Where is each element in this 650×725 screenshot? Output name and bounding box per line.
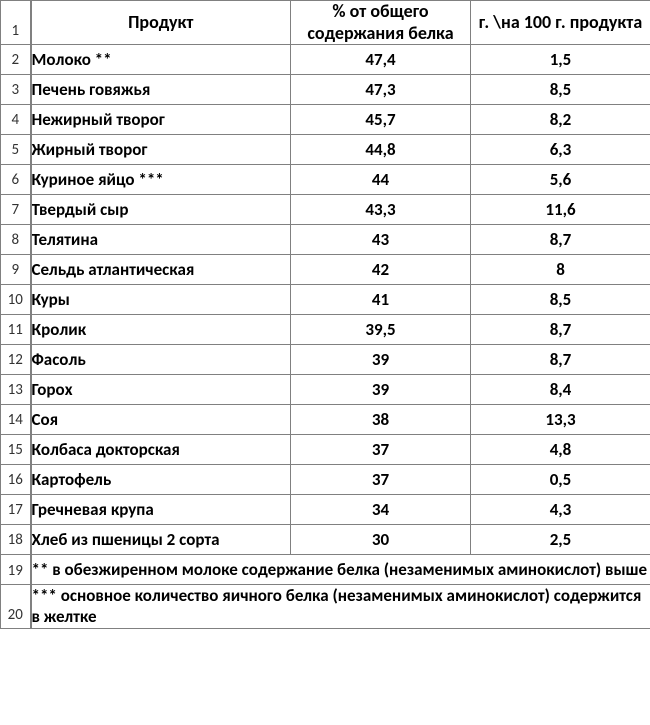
product-cell: Хлеб из пшеницы 2 сорта [31,525,291,555]
product-cell: Телятина [31,225,291,255]
row-number: 13 [1,375,31,405]
percent-cell: 42 [291,255,471,285]
table-row: 7 Твердый сыр 43,3 11,6 [1,195,650,225]
percent-cell: 37 [291,465,471,495]
grams-cell: 5,6 [471,165,650,195]
table-row: 17 Гречневая крупа 34 4,3 [1,495,650,525]
product-cell: Твердый сыр [31,195,291,225]
grams-cell: 8 [471,255,650,285]
row-number: 7 [1,195,31,225]
percent-cell: 44,8 [291,135,471,165]
product-cell: Куры [31,285,291,315]
table-row: 16 Картофель 37 0,5 [1,465,650,495]
table-row: 3 Печень говяжья 47,3 8,5 [1,75,650,105]
product-cell: Нежирный творог [31,105,291,135]
product-cell: Молоко ** [31,45,291,75]
percent-cell: 43,3 [291,195,471,225]
grams-cell: 8,7 [471,345,650,375]
percent-cell: 43 [291,225,471,255]
percent-cell: 38 [291,405,471,435]
row-number: 15 [1,435,31,465]
grams-cell: 13,3 [471,405,650,435]
row-number: 1 [1,1,31,45]
row-number: 14 [1,405,31,435]
product-cell: Колбаса докторская [31,435,291,465]
row-number: 19 [1,555,31,585]
percent-cell: 39,5 [291,315,471,345]
product-cell: Фасоль [31,345,291,375]
table-row: 14 Соя 38 13,3 [1,405,650,435]
table-row: 12 Фасоль 39 8,7 [1,345,650,375]
grams-cell: 1,5 [471,45,650,75]
percent-cell: 37 [291,435,471,465]
footnote-cell: ** в обезжиренном молоке содержание белк… [31,555,650,585]
row-number: 3 [1,75,31,105]
grams-cell: 4,8 [471,435,650,465]
percent-cell: 34 [291,495,471,525]
percent-cell: 47,3 [291,75,471,105]
row-number: 17 [1,495,31,525]
row-number: 12 [1,345,31,375]
grams-cell: 8,7 [471,225,650,255]
grams-cell: 0,5 [471,465,650,495]
grams-cell: 2,5 [471,525,650,555]
col-header-grams: г. \на 100 г. продукта [471,1,650,45]
grams-cell: 8,7 [471,315,650,345]
row-number: 5 [1,135,31,165]
percent-cell: 30 [291,525,471,555]
grams-cell: 8,5 [471,285,650,315]
row-number: 4 [1,105,31,135]
table-row: 4 Нежирный творог 45,7 8,2 [1,105,650,135]
grams-cell: 4,3 [471,495,650,525]
product-cell: Гречневая крупа [31,495,291,525]
grams-cell: 8,2 [471,105,650,135]
col-header-percent: % от общего содержания белка [291,1,471,45]
table-row: 11 Кролик 39,5 8,7 [1,315,650,345]
product-cell: Сельдь атлантическая [31,255,291,285]
table-row: 5 Жирный творог 44,8 6,3 [1,135,650,165]
percent-cell: 45,7 [291,105,471,135]
row-number: 11 [1,315,31,345]
header-row: 1 Продукт % от общего содержания белка г… [1,1,650,45]
footnote-row: 19 ** в обезжиренном молоке содержание б… [1,555,650,585]
table-row: 2 Молоко ** 47,4 1,5 [1,45,650,75]
table-row: 10 Куры 41 8,5 [1,285,650,315]
grams-cell: 11,6 [471,195,650,225]
table-row: 9 Сельдь атлантическая 42 8 [1,255,650,285]
product-cell: Соя [31,405,291,435]
row-number: 6 [1,165,31,195]
percent-cell: 41 [291,285,471,315]
table-row: 13 Горох 39 8,4 [1,375,650,405]
percent-cell: 44 [291,165,471,195]
row-number: 2 [1,45,31,75]
table-body: 1 Продукт % от общего содержания белка г… [1,1,650,629]
product-cell: Горох [31,375,291,405]
row-number: 8 [1,225,31,255]
product-cell: Кролик [31,315,291,345]
product-cell: Картофель [31,465,291,495]
product-cell: Куриное яйцо *** [31,165,291,195]
row-number: 20 [1,585,31,629]
table-row: 15 Колбаса докторская 37 4,8 [1,435,650,465]
percent-cell: 39 [291,375,471,405]
row-number: 18 [1,525,31,555]
table-row: 6 Куриное яйцо *** 44 5,6 [1,165,650,195]
percent-cell: 39 [291,345,471,375]
grams-cell: 8,4 [471,375,650,405]
row-number: 9 [1,255,31,285]
footnote-row: 20 *** основное количество яичного белка… [1,585,650,629]
row-number: 10 [1,285,31,315]
grams-cell: 6,3 [471,135,650,165]
percent-cell: 47,4 [291,45,471,75]
grams-cell: 8,5 [471,75,650,105]
footnote-cell: *** основное количество яичного белка (н… [31,585,650,629]
product-cell: Печень говяжья [31,75,291,105]
product-cell: Жирный творог [31,135,291,165]
table-row: 18 Хлеб из пшеницы 2 сорта 30 2,5 [1,525,650,555]
protein-table: 1 Продукт % от общего содержания белка г… [0,0,650,629]
row-number: 16 [1,465,31,495]
col-header-product: Продукт [31,1,291,45]
table-row: 8 Телятина 43 8,7 [1,225,650,255]
